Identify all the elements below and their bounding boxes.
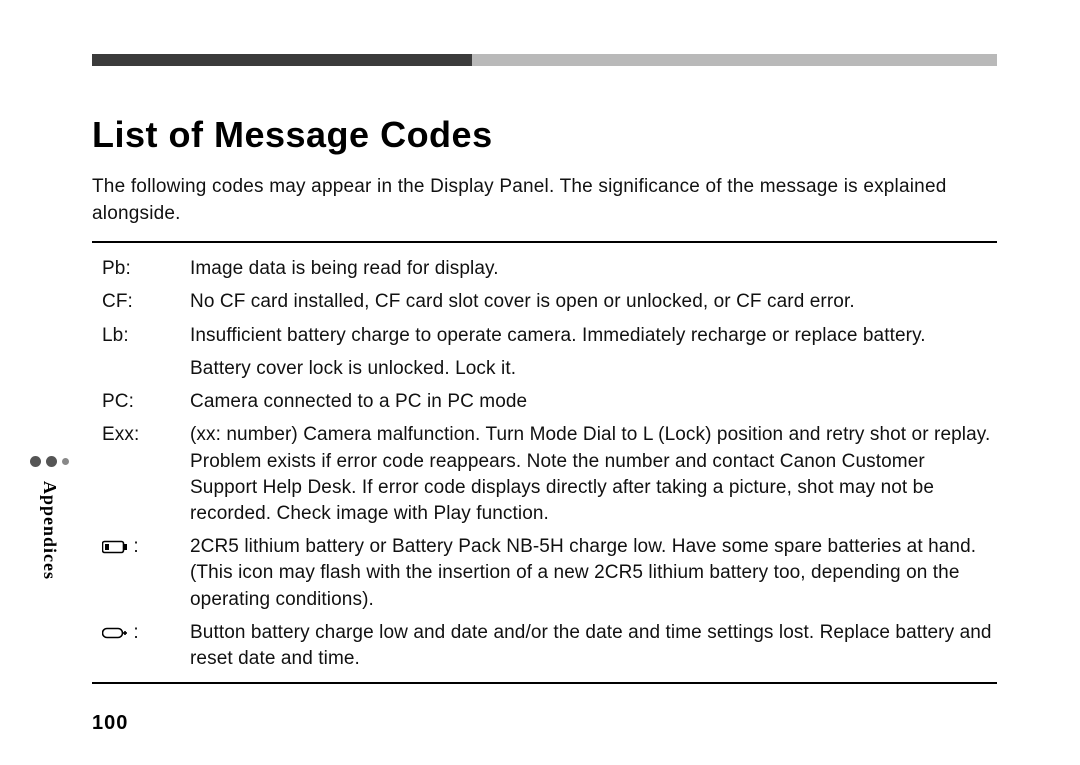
code-key: Pb: (102, 256, 190, 282)
code-key: Lb: (102, 323, 190, 349)
side-tab-appendices: Appendices (30, 456, 69, 580)
battery-low-icon (102, 540, 128, 554)
code-key: PC: (102, 389, 190, 415)
page-number: 100 (92, 712, 128, 735)
table-bottom-rule (92, 682, 997, 684)
code-description: No CF card installed, CF card slot cover… (190, 289, 997, 315)
code-key: CF: (102, 289, 190, 315)
table-top-rule (92, 241, 997, 243)
page-title: List of Message Codes (92, 114, 997, 156)
table-row: Lb:Insufficient battery charge to operat… (92, 320, 997, 353)
table-row: Pb:Image data is being read for display. (92, 253, 997, 286)
top-accent-bar-light (472, 54, 997, 66)
tab-dot-icon (62, 458, 69, 465)
tab-dot-icon (30, 456, 41, 467)
side-tab-label: Appendices (39, 481, 60, 580)
code-description: (xx: number) Camera malfunction. Turn Mo… (190, 422, 997, 527)
code-key-colon: : (128, 622, 139, 643)
code-key: Exx: (102, 422, 190, 448)
code-description: Battery cover lock is unlocked. Lock it. (190, 356, 997, 382)
table-row: : Button battery charge low and date and/… (92, 617, 997, 676)
code-description: Insufficient battery charge to operate c… (190, 323, 997, 349)
table-row: : 2CR5 lithium battery or Battery Pack NB… (92, 531, 997, 617)
side-tab-dots (30, 456, 69, 467)
table-row: PC:Camera connected to a PC in PC mode (92, 386, 997, 419)
code-key: : (102, 620, 190, 646)
tab-dot-icon (46, 456, 57, 467)
page-content: List of Message Codes The following code… (92, 66, 997, 684)
table-row: CF:No CF card installed, CF card slot co… (92, 286, 997, 319)
code-key: : (102, 534, 190, 560)
intro-paragraph: The following codes may appear in the Di… (92, 174, 997, 227)
button-battery-icon (102, 626, 128, 640)
code-table: Pb:Image data is being read for display.… (92, 253, 997, 676)
code-description: Camera connected to a PC in PC mode (190, 389, 997, 415)
code-description: Button battery charge low and date and/o… (190, 620, 997, 672)
code-key-colon: : (128, 536, 139, 557)
table-row: Exx:(xx: number) Camera malfunction. Tur… (92, 419, 997, 531)
page-frame: List of Message Codes The following code… (92, 54, 997, 684)
table-row: Battery cover lock is unlocked. Lock it. (92, 353, 997, 386)
top-accent-bar (92, 54, 997, 66)
code-description: 2CR5 lithium battery or Battery Pack NB-… (190, 534, 997, 613)
top-accent-bar-dark (92, 54, 472, 66)
code-description: Image data is being read for display. (190, 256, 997, 282)
